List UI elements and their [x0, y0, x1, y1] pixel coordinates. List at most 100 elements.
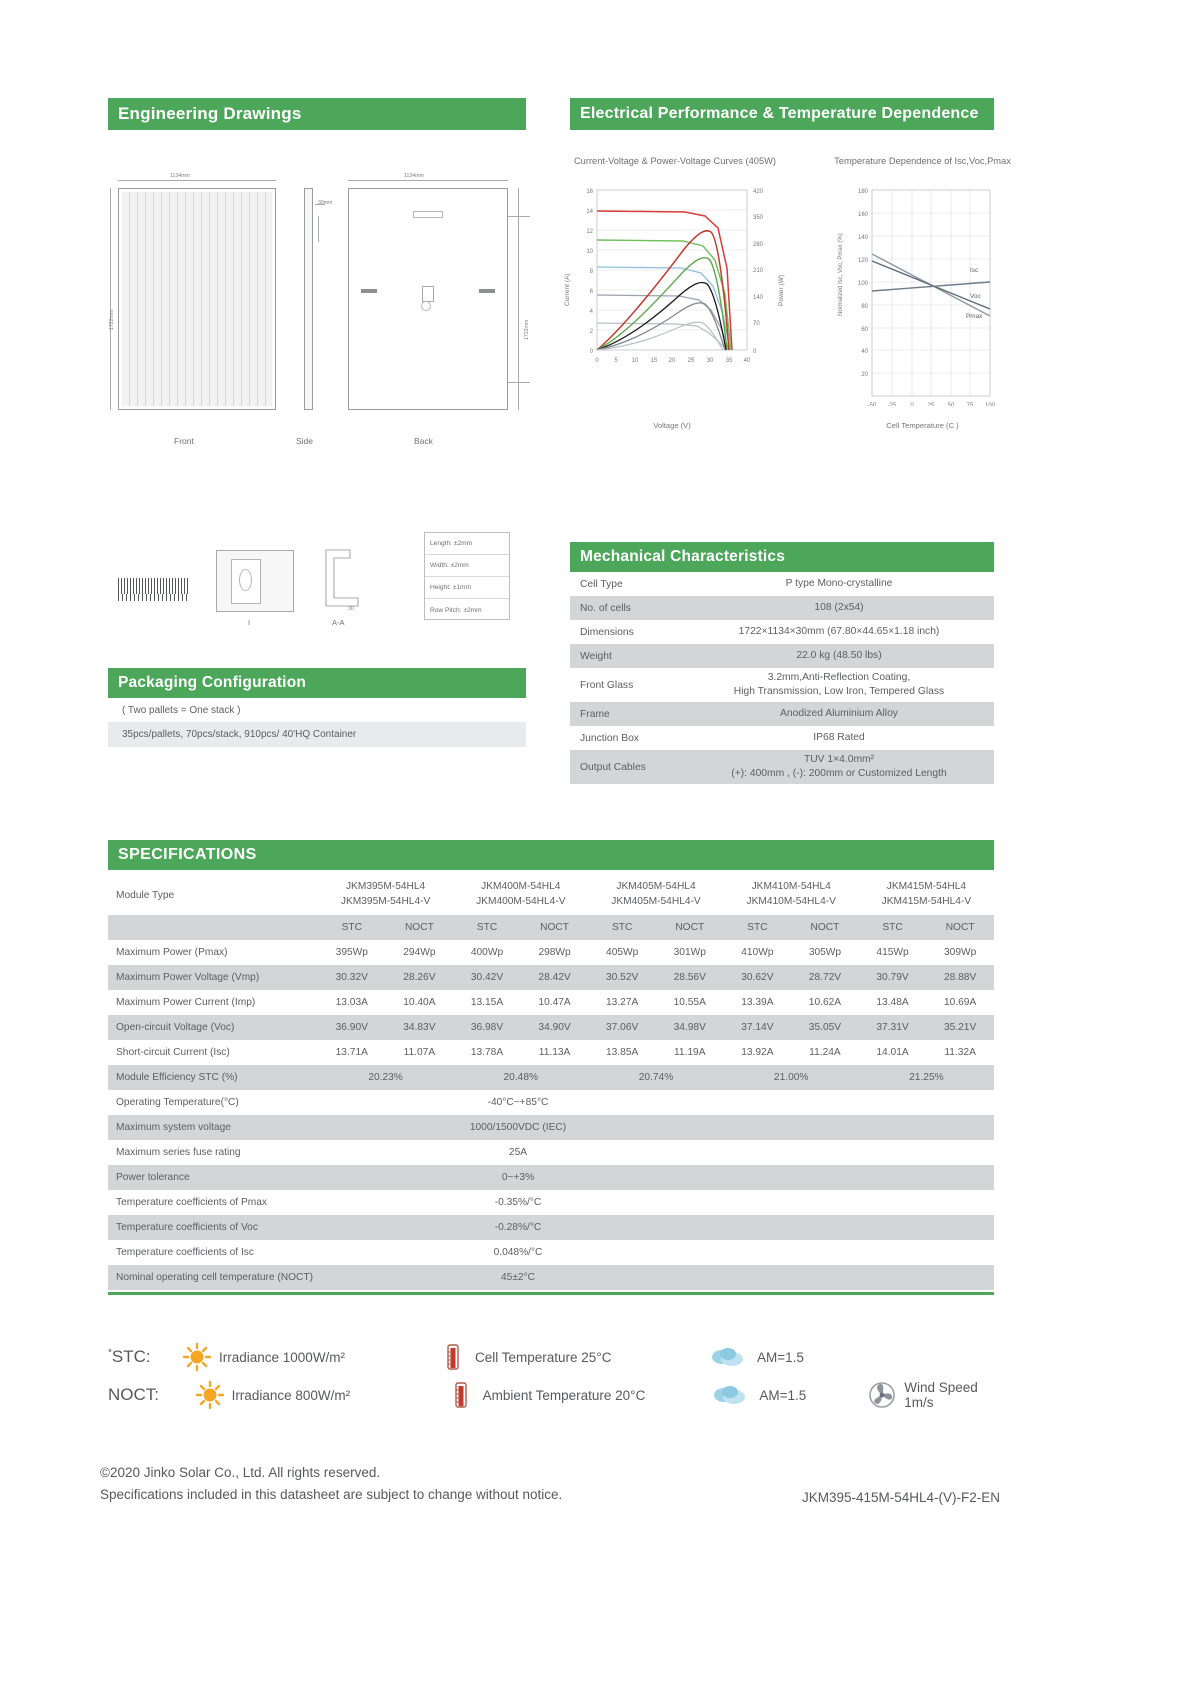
dim-line-side-2 [318, 216, 319, 242]
condition-header-spacer [108, 915, 318, 940]
noct-am-item: AM=1.5 [710, 1380, 867, 1410]
cell: 13.27A [606, 996, 639, 1008]
cell: 28.72V [808, 971, 842, 983]
copyright-block: ©2020 Jinko Solar Co., Ltd. All rights r… [100, 1462, 562, 1505]
svg-text:100: 100 [858, 281, 869, 287]
cell: 14.01A [876, 1046, 909, 1058]
row-label: Temperature coefficients of Isc [116, 1246, 254, 1258]
cell: 301Wp [673, 946, 706, 958]
dim-line-side [315, 204, 325, 205]
row-cells: 13.71A 11.07A 13.78A 11.13A 13.85A 11.19… [318, 1040, 994, 1065]
cell: 294Wp [403, 946, 436, 958]
svg-text:180: 180 [858, 189, 869, 195]
row-key: Output Cables [580, 761, 646, 773]
table-row: Short-circuit Current (Isc) 13.71A 11.07… [108, 1040, 994, 1065]
cell: 30.62V [741, 971, 774, 983]
cell: -0.28%/°C [494, 1221, 542, 1233]
row-cells: 25A [318, 1140, 994, 1165]
svg-text:350: 350 [753, 215, 764, 221]
dim-line-top-front [118, 180, 276, 181]
module-type-cells: JKM395M-54HL4 JKM395M-54HL4-V JKM400M-54… [318, 874, 994, 915]
module-type-line2: JKM400M-54HL4-V [476, 896, 566, 908]
cell: 11.24A [809, 1046, 841, 1058]
row-value: 1722×1134×30mm (67.80×44.65×1.18 inch) [738, 626, 940, 638]
condition-header: NOCT [945, 921, 975, 933]
cell: 37.06V [606, 1021, 639, 1033]
cell: 11.19A [673, 1046, 706, 1058]
cell: 298Wp [538, 946, 571, 958]
detail-label-AA: A-A [332, 618, 345, 627]
cell: 28.42V [538, 971, 571, 983]
side-view-label: Side [296, 436, 314, 446]
cell: 30.79V [876, 971, 909, 983]
condition-header: NOCT [675, 921, 705, 933]
row-cells: -0.35%/°C [318, 1190, 994, 1215]
temp-chart-title: Temperature Dependence of Isc,Voc,Pmax [834, 156, 1011, 166]
row-cells: -40°C~+85°C [318, 1090, 994, 1115]
dim-line-right-back [518, 188, 519, 410]
row-label: Power tolerance [116, 1171, 190, 1183]
dim-tick-back-2 [508, 382, 530, 383]
table-row: Power tolerance 0~+3% [108, 1164, 994, 1190]
cell: 34.98V [673, 1021, 706, 1033]
stc-tag-text: STC: [111, 1347, 151, 1366]
row-label: Maximum Power Current (Imp) [116, 996, 256, 1008]
module-type-label: Module Type [116, 890, 175, 901]
table-row: No. of cells 108 (2x54) [570, 596, 994, 620]
row-label: Temperature coefficients of Pmax [116, 1196, 267, 1208]
cell: 30.42V [470, 971, 504, 983]
cell: 13.85A [606, 1046, 639, 1058]
cell: 37.14V [741, 1021, 774, 1033]
tolerance-row: Width: ±2mm [425, 555, 509, 577]
solar-cells-pattern [122, 192, 272, 406]
grounding-hole [421, 301, 431, 311]
iv-pv-chart: Current-Voltage & Power-Voltage Curves (… [555, 155, 795, 430]
cell: 415Wp [876, 946, 909, 958]
svg-text:2: 2 [590, 329, 594, 335]
cell: 410Wp [741, 946, 774, 958]
row-cells: -0.28%/°C [318, 1215, 994, 1240]
front-view-label: Front [174, 436, 194, 446]
cell: 13.92A [741, 1046, 774, 1058]
cell: 13.78A [470, 1046, 504, 1058]
page-footer: ©2020 Jinko Solar Co., Ltd. All rights r… [100, 1462, 1000, 1505]
cell: 37.31V [876, 1021, 909, 1033]
stc-am-item: AM=1.5 [708, 1342, 804, 1372]
dim-back-label: 1722mm [524, 319, 530, 340]
svg-text:14: 14 [586, 209, 593, 215]
cell: 21.00% [773, 1071, 809, 1083]
row-label: Operating Temperature(°C) [116, 1096, 239, 1108]
svg-text:12: 12 [586, 229, 593, 235]
module-type-line1: JKM395M-54HL4 [345, 881, 426, 892]
condition-header: STC [747, 921, 768, 933]
junction-box-detail-inner [231, 559, 261, 604]
noct-wind-speed-item: Wind Speed 1m/s [867, 1380, 1008, 1410]
table-row: Dimensions 1722×1134×30mm (67.80×44.65×1… [570, 620, 994, 644]
cell: 405Wp [606, 946, 639, 958]
module-type-cell: JKM400M-54HL4 JKM400M-54HL4-V [453, 874, 588, 915]
packaging-header: Packaging Configuration [108, 668, 526, 698]
cell: 11.07A [403, 1046, 436, 1058]
module-type-line2: JKM405M-54HL4-V [611, 896, 701, 908]
cell: 34.83V [403, 1021, 436, 1033]
module-type-line1: JKM415M-54HL4 [886, 881, 967, 892]
cell: 30.32V [335, 971, 368, 983]
dim-thickness-label: 30mm [318, 200, 333, 206]
svg-text:Current (A): Current (A) [564, 274, 571, 307]
row-value: 22.0 kg (48.50 lbs) [796, 650, 882, 662]
dim-line-top-back [348, 180, 508, 181]
noct-legend-row: NOCT: Irradiance 800W/m² [108, 1376, 1008, 1414]
svg-text:16: 16 [586, 189, 593, 195]
panel-back-view [348, 188, 508, 410]
svg-text:-25: -25 [888, 403, 897, 406]
module-type-cell: JKM395M-54HL4 JKM395M-54HL4-V [318, 874, 453, 915]
efficiency-group: 20.48% [453, 1065, 588, 1090]
condition-header: STC [476, 921, 498, 933]
stc-irradiance-text: Irradiance 1000W/m² [219, 1349, 346, 1365]
svg-text:20: 20 [861, 372, 868, 378]
module-type-row: Module Type JKM395M-54HL4 JKM395M-54HL4-… [108, 870, 994, 915]
cell: 25A [508, 1146, 528, 1158]
barcode-secondary-icon [118, 594, 190, 601]
electrical-performance-column: Electrical Performance & Temperature Dep… [570, 98, 994, 130]
